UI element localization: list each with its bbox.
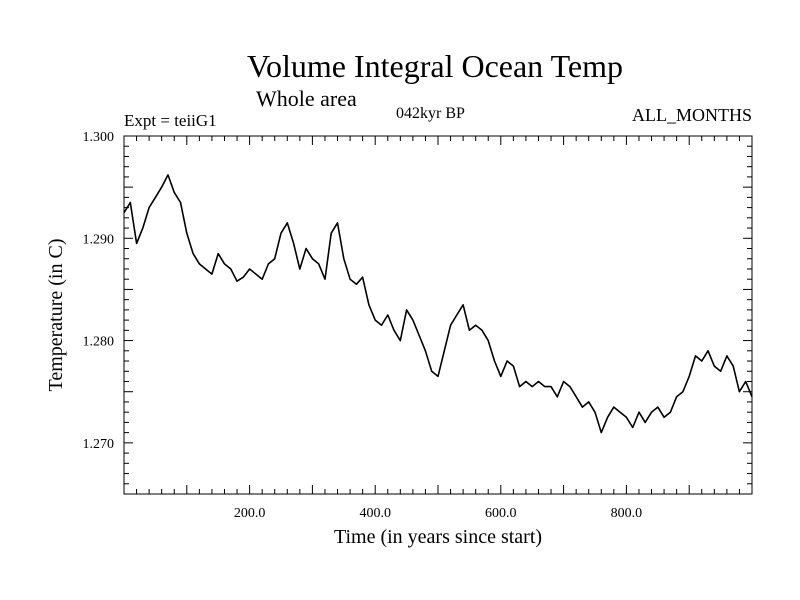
- x-tick-label: 600.0: [485, 506, 517, 521]
- y-tick-label: 1.280: [83, 335, 115, 350]
- chart-subtitle: Whole area: [256, 86, 357, 111]
- axis-tick-labels: 200.0 400.0 600.0 800.0 1.270 1.280 1.290 1.300: [83, 130, 643, 521]
- y-tick-label: 1.300: [83, 130, 115, 145]
- period-label: 042kyr BP: [396, 105, 465, 122]
- x-tick-label: 200.0: [234, 506, 266, 521]
- x-tick-label: 400.0: [359, 506, 391, 521]
- chart-title: Volume Integral Ocean Temp: [246, 48, 623, 84]
- axis-ticks: [124, 136, 752, 494]
- months-label: ALL_MONTHS: [632, 105, 752, 125]
- plot-area-frame: [123, 135, 753, 495]
- experiment-label: Expt = teiiG1: [124, 111, 217, 130]
- y-tick-label: 1.270: [83, 437, 115, 452]
- x-axis-label: Time (in years since start): [333, 526, 543, 548]
- x-tick-label: 800.0: [611, 506, 643, 521]
- y-tick-label: 1.290: [83, 232, 115, 247]
- temperature-series-line: [123, 174, 753, 434]
